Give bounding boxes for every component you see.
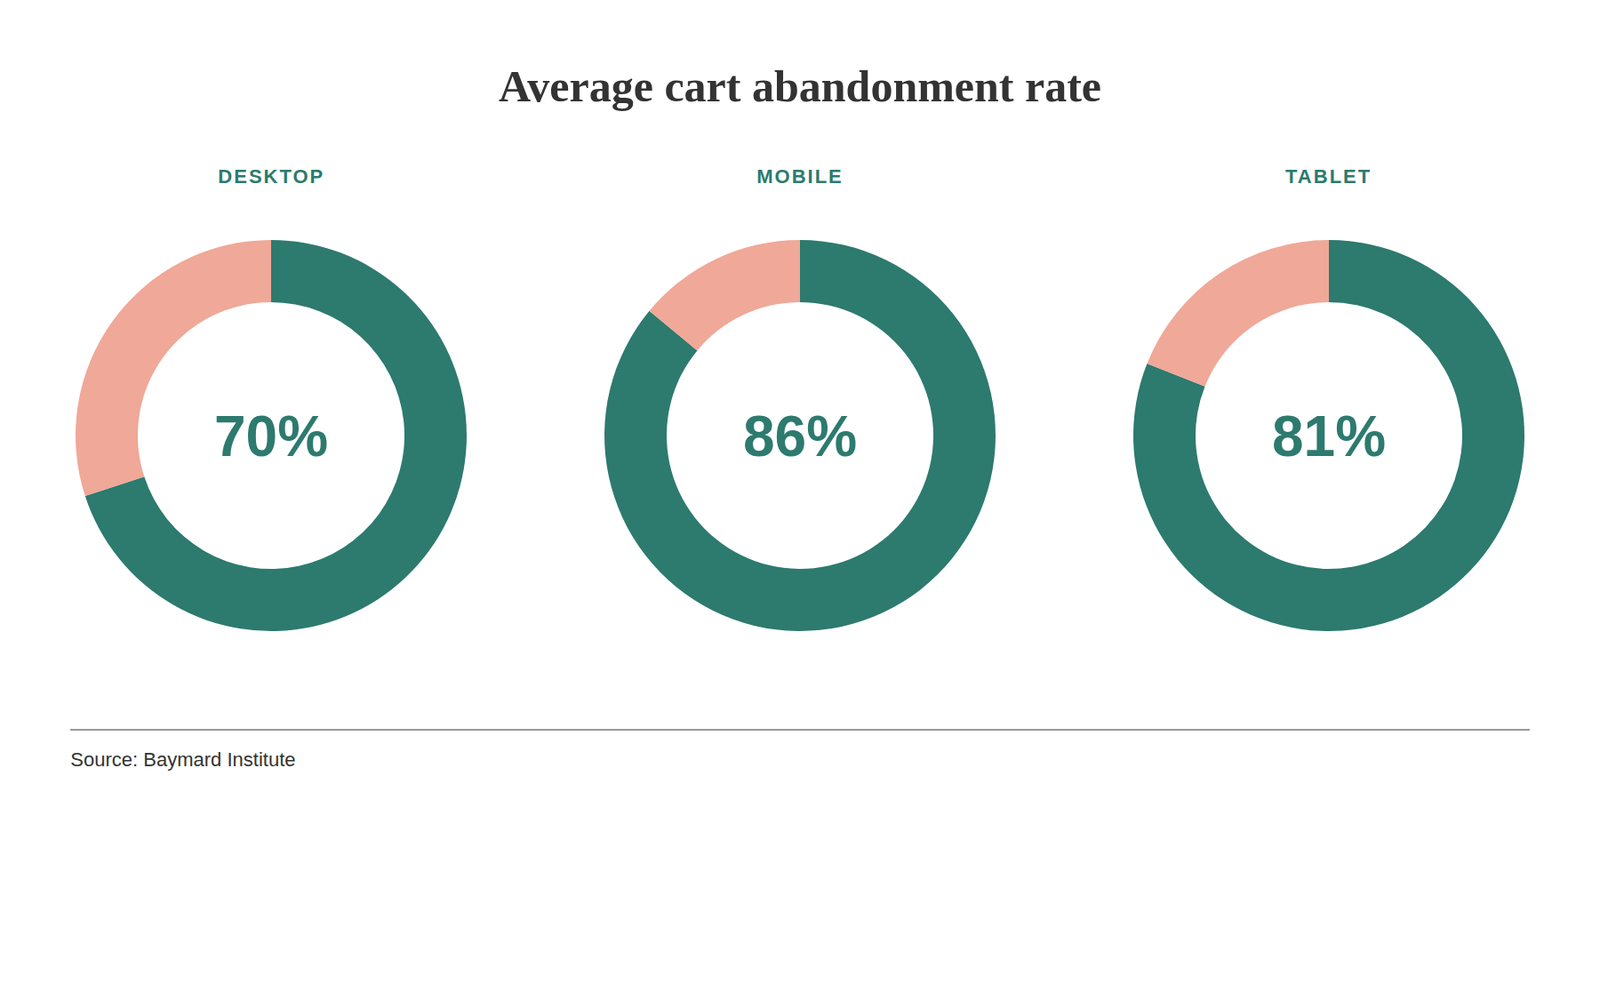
svg-text:70%: 70% bbox=[214, 404, 328, 469]
html-text:TABLET: TABLET bbox=[1285, 165, 1372, 188]
svg-text:86%: 86% bbox=[743, 404, 857, 469]
svg-text:81%: 81% bbox=[1272, 404, 1386, 469]
html-text:Source: Baymard Institute: Source: Baymard Institute bbox=[70, 748, 296, 771]
html-text:MOBILE: MOBILE bbox=[756, 165, 844, 188]
html-text:Average cart abandonment rate: Average cart abandonment rate bbox=[498, 61, 1102, 112]
html-text:DESKTOP: DESKTOP bbox=[218, 165, 325, 188]
